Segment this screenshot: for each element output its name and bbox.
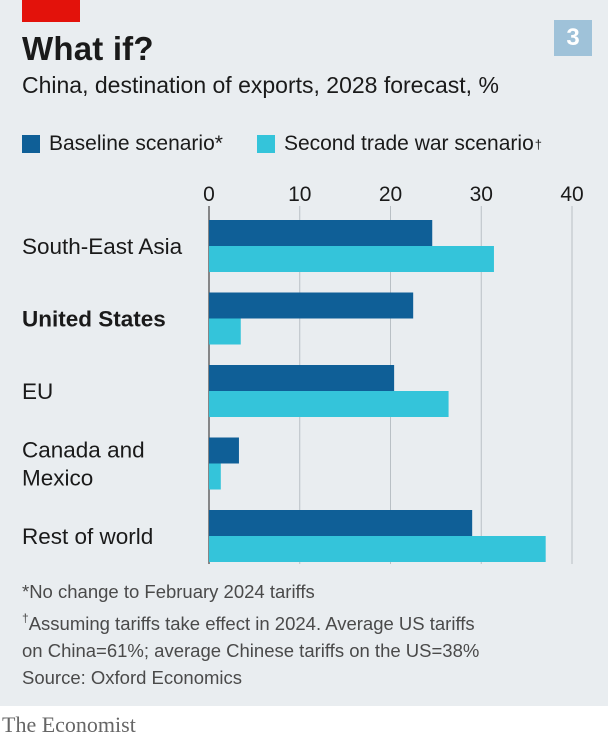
bar-canada-and-mexico-baseline [209, 437, 239, 464]
category-label-united-states: United States [22, 307, 166, 332]
legend-swatch-baseline [22, 135, 40, 153]
bar-canada-and-mexico-trade-war [209, 463, 221, 490]
bar-united-states-trade-war [209, 318, 241, 345]
footnote-trade-war-line2: on China=61%; average Chinese tariffs on… [22, 640, 480, 661]
category-label-canada-and-mexico: Canada and Mexico [22, 438, 145, 491]
bar-south-east-asia-trade-war [209, 246, 494, 272]
bar-chart: 0 10 20 30 40 South-East Asia United States EU C… [22, 183, 584, 564]
x-tick-label-40: 40 [560, 183, 583, 206]
category-label-rest-of-world: Rest of world [22, 524, 153, 549]
legend-label-baseline: Baseline scenario* [49, 132, 223, 155]
chart-panel: What if? 3 China, destination of exports… [0, 0, 608, 706]
legend-dagger-mark: † [534, 136, 542, 152]
legend-swatch-trade-war [256, 135, 275, 153]
legend-label-trade-war: Second trade war scenario [283, 132, 534, 155]
economist-logo: The Economist [2, 712, 136, 737]
bar-united-states-baseline [209, 292, 414, 319]
footnote-baseline: *No change to February 2024 tariffs [22, 581, 315, 602]
legend-item-baseline: Baseline scenario* [22, 132, 223, 156]
chart-title: What if? [22, 30, 154, 67]
x-tick-label-20: 20 [379, 183, 402, 206]
bar-rest-of-world-trade-war [209, 536, 546, 562]
footnotes: *No change to February 2024 tariffs †Ass… [22, 578, 479, 691]
x-tick-label-0: 0 [203, 183, 215, 206]
category-label-south-east-asia: South-East Asia [22, 234, 183, 259]
category-label-eu: EU [22, 379, 53, 404]
bar-south-east-asia-baseline [209, 220, 433, 246]
bar-rest-of-world-baseline [209, 510, 473, 536]
chart-subtitle: China, destination of exports, 2028 fore… [22, 72, 499, 98]
legend: Baseline scenario* Second trade war scen… [22, 132, 576, 156]
x-tick-label-10: 10 [288, 183, 311, 206]
footnote-trade-war-line1: Assuming tariffs take effect in 2024. Av… [28, 613, 475, 634]
x-tick-label-30: 30 [470, 183, 493, 206]
footnote-trade-war: †Assuming tariffs take effect in 2024. A… [22, 605, 479, 637]
bar-eu-baseline [209, 365, 395, 391]
legend-item-trade-war: Second trade war scenario † [256, 132, 542, 156]
bar-eu-trade-war [209, 391, 449, 417]
footnote-dagger: † [22, 611, 29, 625]
chart-number-badge: 3 [554, 20, 592, 56]
source-note: Source: Oxford Economics [22, 667, 243, 688]
brand-red-tag [22, 0, 80, 22]
